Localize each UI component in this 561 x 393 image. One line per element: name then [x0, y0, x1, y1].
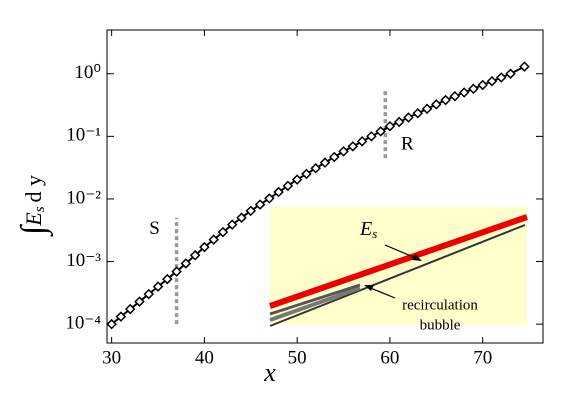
point-marker — [458, 87, 470, 98]
y-tick-label: 10⁻² — [66, 187, 101, 208]
point-marker — [356, 136, 368, 147]
point-marker — [366, 131, 377, 142]
point-marker — [264, 193, 275, 204]
inset-bubble-label: bubble — [420, 317, 461, 333]
point-marker — [393, 116, 405, 128]
y-tick-label: 10⁻⁴ — [65, 313, 101, 334]
inset-line — [269, 224, 526, 327]
annotation-label: R — [401, 133, 414, 154]
arrow — [384, 244, 419, 260]
y-rest: d y — [21, 175, 46, 203]
y-tick-label: 10⁻³ — [66, 250, 101, 271]
y-symbol: E — [21, 212, 46, 227]
point-marker — [495, 72, 507, 83]
point-marker — [282, 180, 294, 192]
point-marker — [217, 226, 229, 238]
x-tick-label: 40 — [195, 347, 214, 368]
point-marker — [180, 258, 192, 269]
x-tick-label: 60 — [380, 347, 399, 368]
inset-red-line — [269, 214, 528, 309]
point-marker — [375, 126, 386, 137]
y-tick-label: 10⁰ — [74, 62, 101, 83]
point-marker — [412, 107, 424, 119]
point-marker — [143, 288, 155, 300]
es-symbol: E — [359, 218, 372, 240]
point-marker — [273, 186, 284, 198]
point-marker — [449, 91, 461, 102]
point-marker — [486, 75, 498, 87]
point-marker — [468, 83, 479, 95]
annotation-label: S — [149, 218, 160, 239]
point-marker — [189, 250, 201, 261]
point-marker — [152, 281, 164, 292]
y-axis-label: ∫Es d y — [15, 175, 54, 237]
y-tick-label: 10⁻¹ — [66, 125, 101, 146]
point-marker — [301, 168, 312, 180]
integral-sign: ∫ — [15, 223, 54, 237]
point-marker — [384, 120, 396, 132]
point-marker — [226, 219, 238, 230]
point-marker — [421, 103, 433, 115]
plot-frame — [106, 29, 544, 344]
point-marker — [440, 94, 451, 106]
x-axis-label: x — [263, 358, 276, 387]
point-marker — [291, 174, 303, 185]
point-marker — [431, 99, 442, 110]
point-marker — [162, 273, 173, 285]
point-marker — [403, 112, 414, 123]
inset-line — [269, 286, 361, 322]
point-marker — [477, 79, 488, 91]
point-marker — [134, 296, 145, 307]
inset-bubble-label: recirculation — [402, 297, 478, 313]
point-marker — [519, 61, 530, 72]
point-marker — [329, 151, 340, 163]
point-marker — [347, 141, 359, 152]
inset-line — [269, 283, 361, 316]
point-marker — [505, 68, 516, 80]
point-marker — [208, 234, 219, 245]
x-tick-label: 70 — [473, 347, 492, 368]
point-marker — [199, 241, 210, 253]
point-marker — [319, 157, 331, 168]
x-tick-label: 50 — [288, 347, 307, 368]
arrow-head — [364, 285, 374, 291]
point-marker — [310, 163, 321, 174]
inset-es-label: Es — [359, 218, 377, 241]
x-tick-label: 30 — [102, 347, 121, 368]
y-subscript: s — [32, 206, 48, 212]
arrow-head — [412, 254, 422, 261]
es-subscript: s — [372, 226, 377, 241]
arrow — [367, 286, 396, 299]
point-marker — [106, 318, 117, 330]
point-marker — [245, 205, 257, 217]
point-marker — [171, 266, 182, 277]
point-marker — [338, 146, 349, 157]
point-marker — [254, 199, 266, 210]
point-marker — [236, 212, 247, 224]
point-marker — [124, 303, 136, 315]
point-marker — [115, 311, 127, 322]
inset: Es recirculation bubble — [269, 207, 528, 333]
